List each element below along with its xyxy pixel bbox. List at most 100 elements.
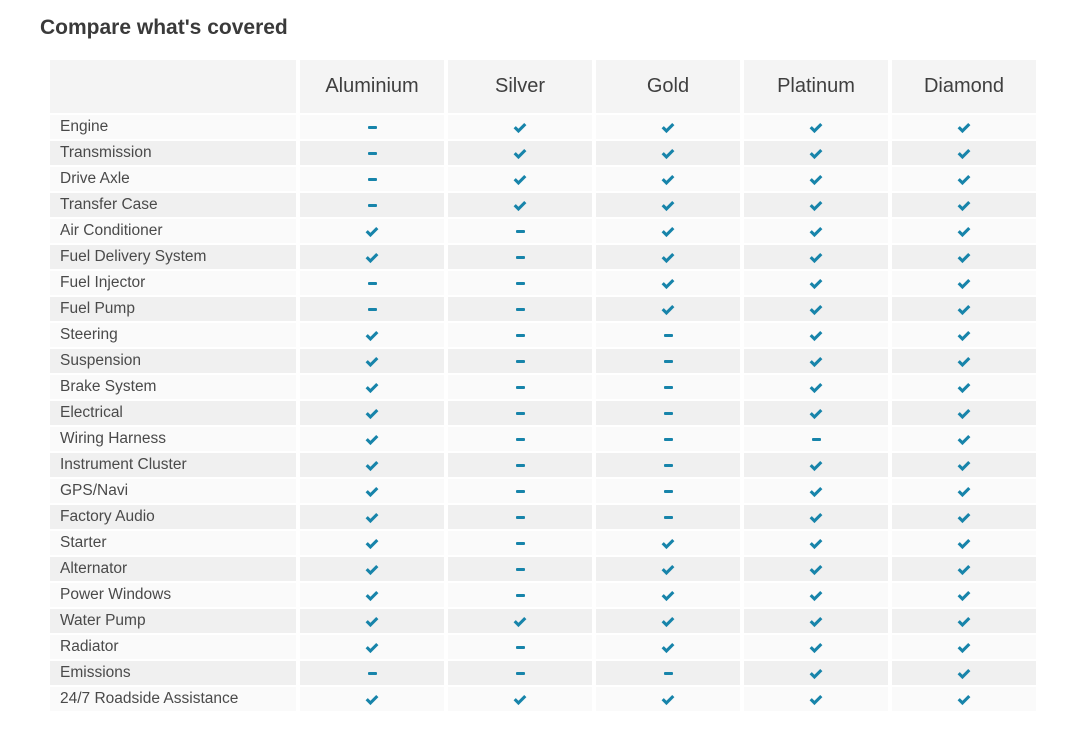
check-icon	[365, 538, 379, 549]
coverage-table: Aluminium Silver Gold Platinum Diamond Engin…	[50, 60, 1036, 711]
coverage-cell-aluminium	[300, 167, 444, 191]
coverage-cell-gold	[596, 219, 740, 243]
check-icon	[661, 304, 675, 315]
coverage-cell-silver	[448, 583, 592, 607]
row-label: Alternator	[50, 557, 296, 581]
coverage-cell-platinum	[744, 479, 888, 503]
check-icon	[957, 226, 971, 237]
check-icon	[513, 200, 527, 211]
coverage-cell-silver	[448, 453, 592, 477]
coverage-cell-aluminium	[300, 479, 444, 503]
dash-icon	[663, 359, 673, 363]
coverage-cell-silver	[448, 557, 592, 581]
coverage-cell-diamond	[892, 141, 1036, 165]
check-icon	[661, 694, 675, 705]
table-row: Transfer Case	[50, 193, 1036, 217]
table-row: GPS/Navi	[50, 479, 1036, 503]
dash-icon	[515, 229, 525, 233]
coverage-cell-gold	[596, 297, 740, 321]
dash-icon	[515, 645, 525, 649]
coverage-cell-aluminium	[300, 271, 444, 295]
table-header-row: Aluminium Silver Gold Platinum Diamond	[50, 60, 1036, 113]
table-row: Emissions	[50, 661, 1036, 685]
coverage-cell-aluminium	[300, 375, 444, 399]
row-label: Engine	[50, 115, 296, 139]
dash-icon	[515, 437, 525, 441]
dash-icon	[367, 177, 377, 181]
coverage-cell-silver	[448, 271, 592, 295]
check-icon	[957, 590, 971, 601]
coverage-cell-aluminium	[300, 115, 444, 139]
coverage-cell-silver	[448, 141, 592, 165]
dash-icon	[515, 359, 525, 363]
check-icon	[809, 252, 823, 263]
table-row: Drive Axle	[50, 167, 1036, 191]
coverage-cell-silver	[448, 687, 592, 711]
check-icon	[365, 616, 379, 627]
coverage-cell-aluminium	[300, 297, 444, 321]
coverage-cell-platinum	[744, 453, 888, 477]
coverage-cell-aluminium	[300, 453, 444, 477]
coverage-cell-silver	[448, 375, 592, 399]
coverage-cell-aluminium	[300, 505, 444, 529]
table-row: Fuel Injector	[50, 271, 1036, 295]
coverage-cell-platinum	[744, 245, 888, 269]
coverage-cell-diamond	[892, 375, 1036, 399]
row-label: Fuel Pump	[50, 297, 296, 321]
check-icon	[661, 278, 675, 289]
row-label: Fuel Delivery System	[50, 245, 296, 269]
check-icon	[661, 252, 675, 263]
check-icon	[957, 694, 971, 705]
check-icon	[809, 564, 823, 575]
dash-icon	[515, 489, 525, 493]
dash-icon	[515, 411, 525, 415]
check-icon	[809, 200, 823, 211]
coverage-cell-gold	[596, 271, 740, 295]
coverage-cell-diamond	[892, 453, 1036, 477]
row-label: Transfer Case	[50, 193, 296, 217]
check-icon	[365, 408, 379, 419]
coverage-cell-platinum	[744, 687, 888, 711]
coverage-cell-diamond	[892, 479, 1036, 503]
coverage-cell-aluminium	[300, 401, 444, 425]
coverage-cell-aluminium	[300, 193, 444, 217]
coverage-cell-platinum	[744, 141, 888, 165]
coverage-cell-silver	[448, 609, 592, 633]
dash-icon	[367, 671, 377, 675]
check-icon	[957, 668, 971, 679]
check-icon	[809, 382, 823, 393]
coverage-cell-silver	[448, 115, 592, 139]
coverage-cell-gold	[596, 401, 740, 425]
check-icon	[809, 486, 823, 497]
table-row: Engine	[50, 115, 1036, 139]
coverage-cell-diamond	[892, 271, 1036, 295]
dash-icon	[663, 385, 673, 389]
check-icon	[957, 564, 971, 575]
table-row: 24/7 Roadside Assistance	[50, 687, 1036, 711]
coverage-cell-gold	[596, 349, 740, 373]
column-header-gold: Gold	[596, 60, 740, 113]
coverage-cell-platinum	[744, 609, 888, 633]
check-icon	[957, 434, 971, 445]
check-icon	[809, 356, 823, 367]
coverage-cell-platinum	[744, 427, 888, 451]
row-label: Instrument Cluster	[50, 453, 296, 477]
coverage-cell-gold	[596, 687, 740, 711]
check-icon	[661, 122, 675, 133]
check-icon	[809, 304, 823, 315]
row-label: Electrical	[50, 401, 296, 425]
coverage-cell-gold	[596, 245, 740, 269]
row-label: Factory Audio	[50, 505, 296, 529]
check-icon	[809, 330, 823, 341]
coverage-cell-diamond	[892, 245, 1036, 269]
coverage-cell-diamond	[892, 427, 1036, 451]
check-icon	[809, 512, 823, 523]
dash-icon	[515, 463, 525, 467]
empty-header-cell	[50, 60, 296, 113]
check-icon	[957, 616, 971, 627]
coverage-cell-silver	[448, 349, 592, 373]
coverage-cell-diamond	[892, 349, 1036, 373]
coverage-cell-gold	[596, 557, 740, 581]
table-row: Starter	[50, 531, 1036, 555]
column-header-aluminium: Aluminium	[300, 60, 444, 113]
